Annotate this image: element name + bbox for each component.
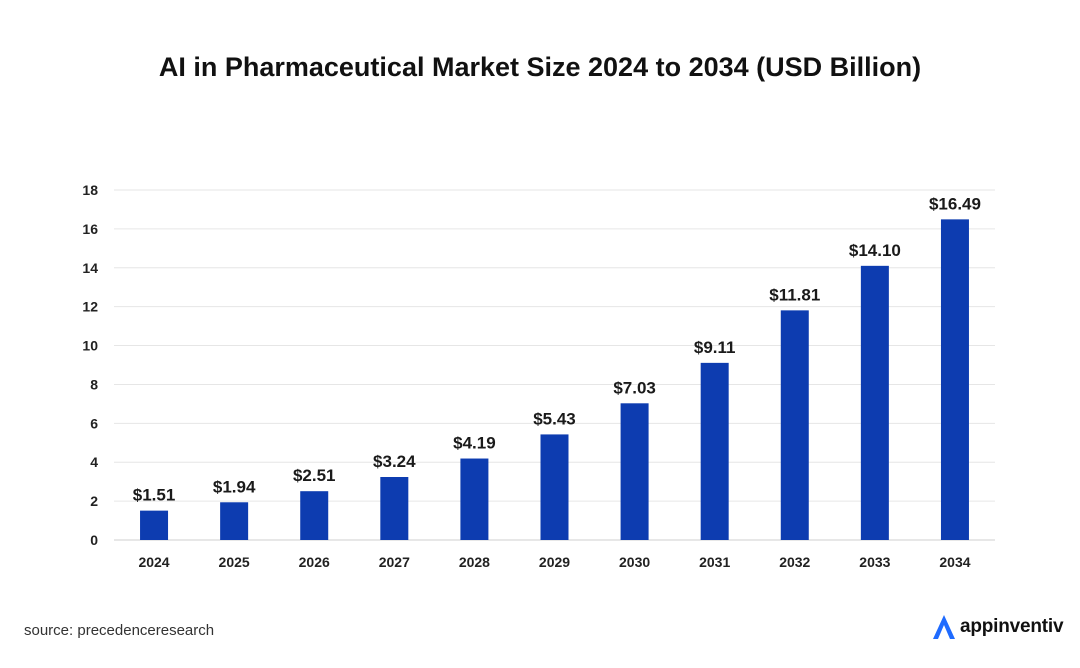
x-tick-label: 2033 [859,554,890,570]
data-label-2024: $1.51 [133,486,176,505]
bar-2027 [380,477,409,540]
data-label-2032: $11.81 [769,285,820,304]
brand-name: appinventiv [960,616,1064,637]
bar-2029 [540,434,569,540]
data-label-2031: $9.11 [694,338,736,357]
bar-2034 [940,219,969,540]
x-tick-label: 2024 [138,554,169,570]
y-tick-label: 6 [90,415,98,431]
brand-logo: appinventiv [932,614,1064,640]
data-label-2025: $1.94 [213,477,256,496]
bar-2030 [620,403,649,540]
bar-2025 [220,502,249,540]
x-tick-label: 2027 [379,554,410,570]
source-note: source: precedenceresearch [24,622,215,639]
bars [140,219,969,540]
appinventiv-logo-icon [933,615,955,639]
y-tick-label: 4 [90,454,98,470]
bar-2032 [780,310,809,540]
chart-title: AI in Pharmaceutical Market Size 2024 to… [158,52,922,82]
bar-2024 [140,510,169,540]
x-tick-label: 2032 [779,554,810,570]
x-tick-label: 2030 [619,554,650,570]
bar-chart: 0 2 4 6 8 10 12 14 16 18 $1.51 $1.94 $2.51 $3.24 $4.1… [82,182,995,570]
y-tick-label: 16 [82,221,98,237]
y-axis-ticks: 0 2 4 6 8 10 12 14 16 18 [82,182,98,548]
data-label-2033: $14.10 [849,241,901,260]
x-tick-label: 2025 [219,554,250,570]
data-label-2027: $3.24 [373,452,416,471]
data-label-2034: $16.49 [929,194,981,213]
y-tick-label: 2 [90,493,98,509]
y-tick-label: 8 [90,376,98,392]
x-tick-label: 2034 [939,554,970,570]
x-axis-ticks: 2024 2025 2026 2027 2028 2029 2030 2031 2032 2033… [138,554,970,570]
y-tick-label: 0 [90,532,98,548]
bar-2033 [860,265,889,540]
data-label-2029: $5.43 [533,409,576,428]
x-tick-label: 2026 [299,554,330,570]
y-tick-label: 12 [82,299,98,315]
data-label-2028: $4.19 [453,434,496,453]
data-label-2030: $7.03 [613,378,656,397]
y-tick-label: 18 [82,182,98,198]
x-tick-label: 2028 [459,554,490,570]
x-tick-label: 2029 [539,554,570,570]
bar-2028 [460,458,489,540]
bar-2026 [300,491,329,540]
y-tick-label: 14 [82,260,98,276]
data-label-2026: $2.51 [293,466,336,485]
bar-2031 [700,362,729,540]
x-tick-label: 2031 [699,554,730,570]
y-tick-label: 10 [82,338,98,354]
data-labels: $1.51 $1.94 $2.51 $3.24 $4.19 $5.43 $7.03 $9.11… [133,194,981,504]
